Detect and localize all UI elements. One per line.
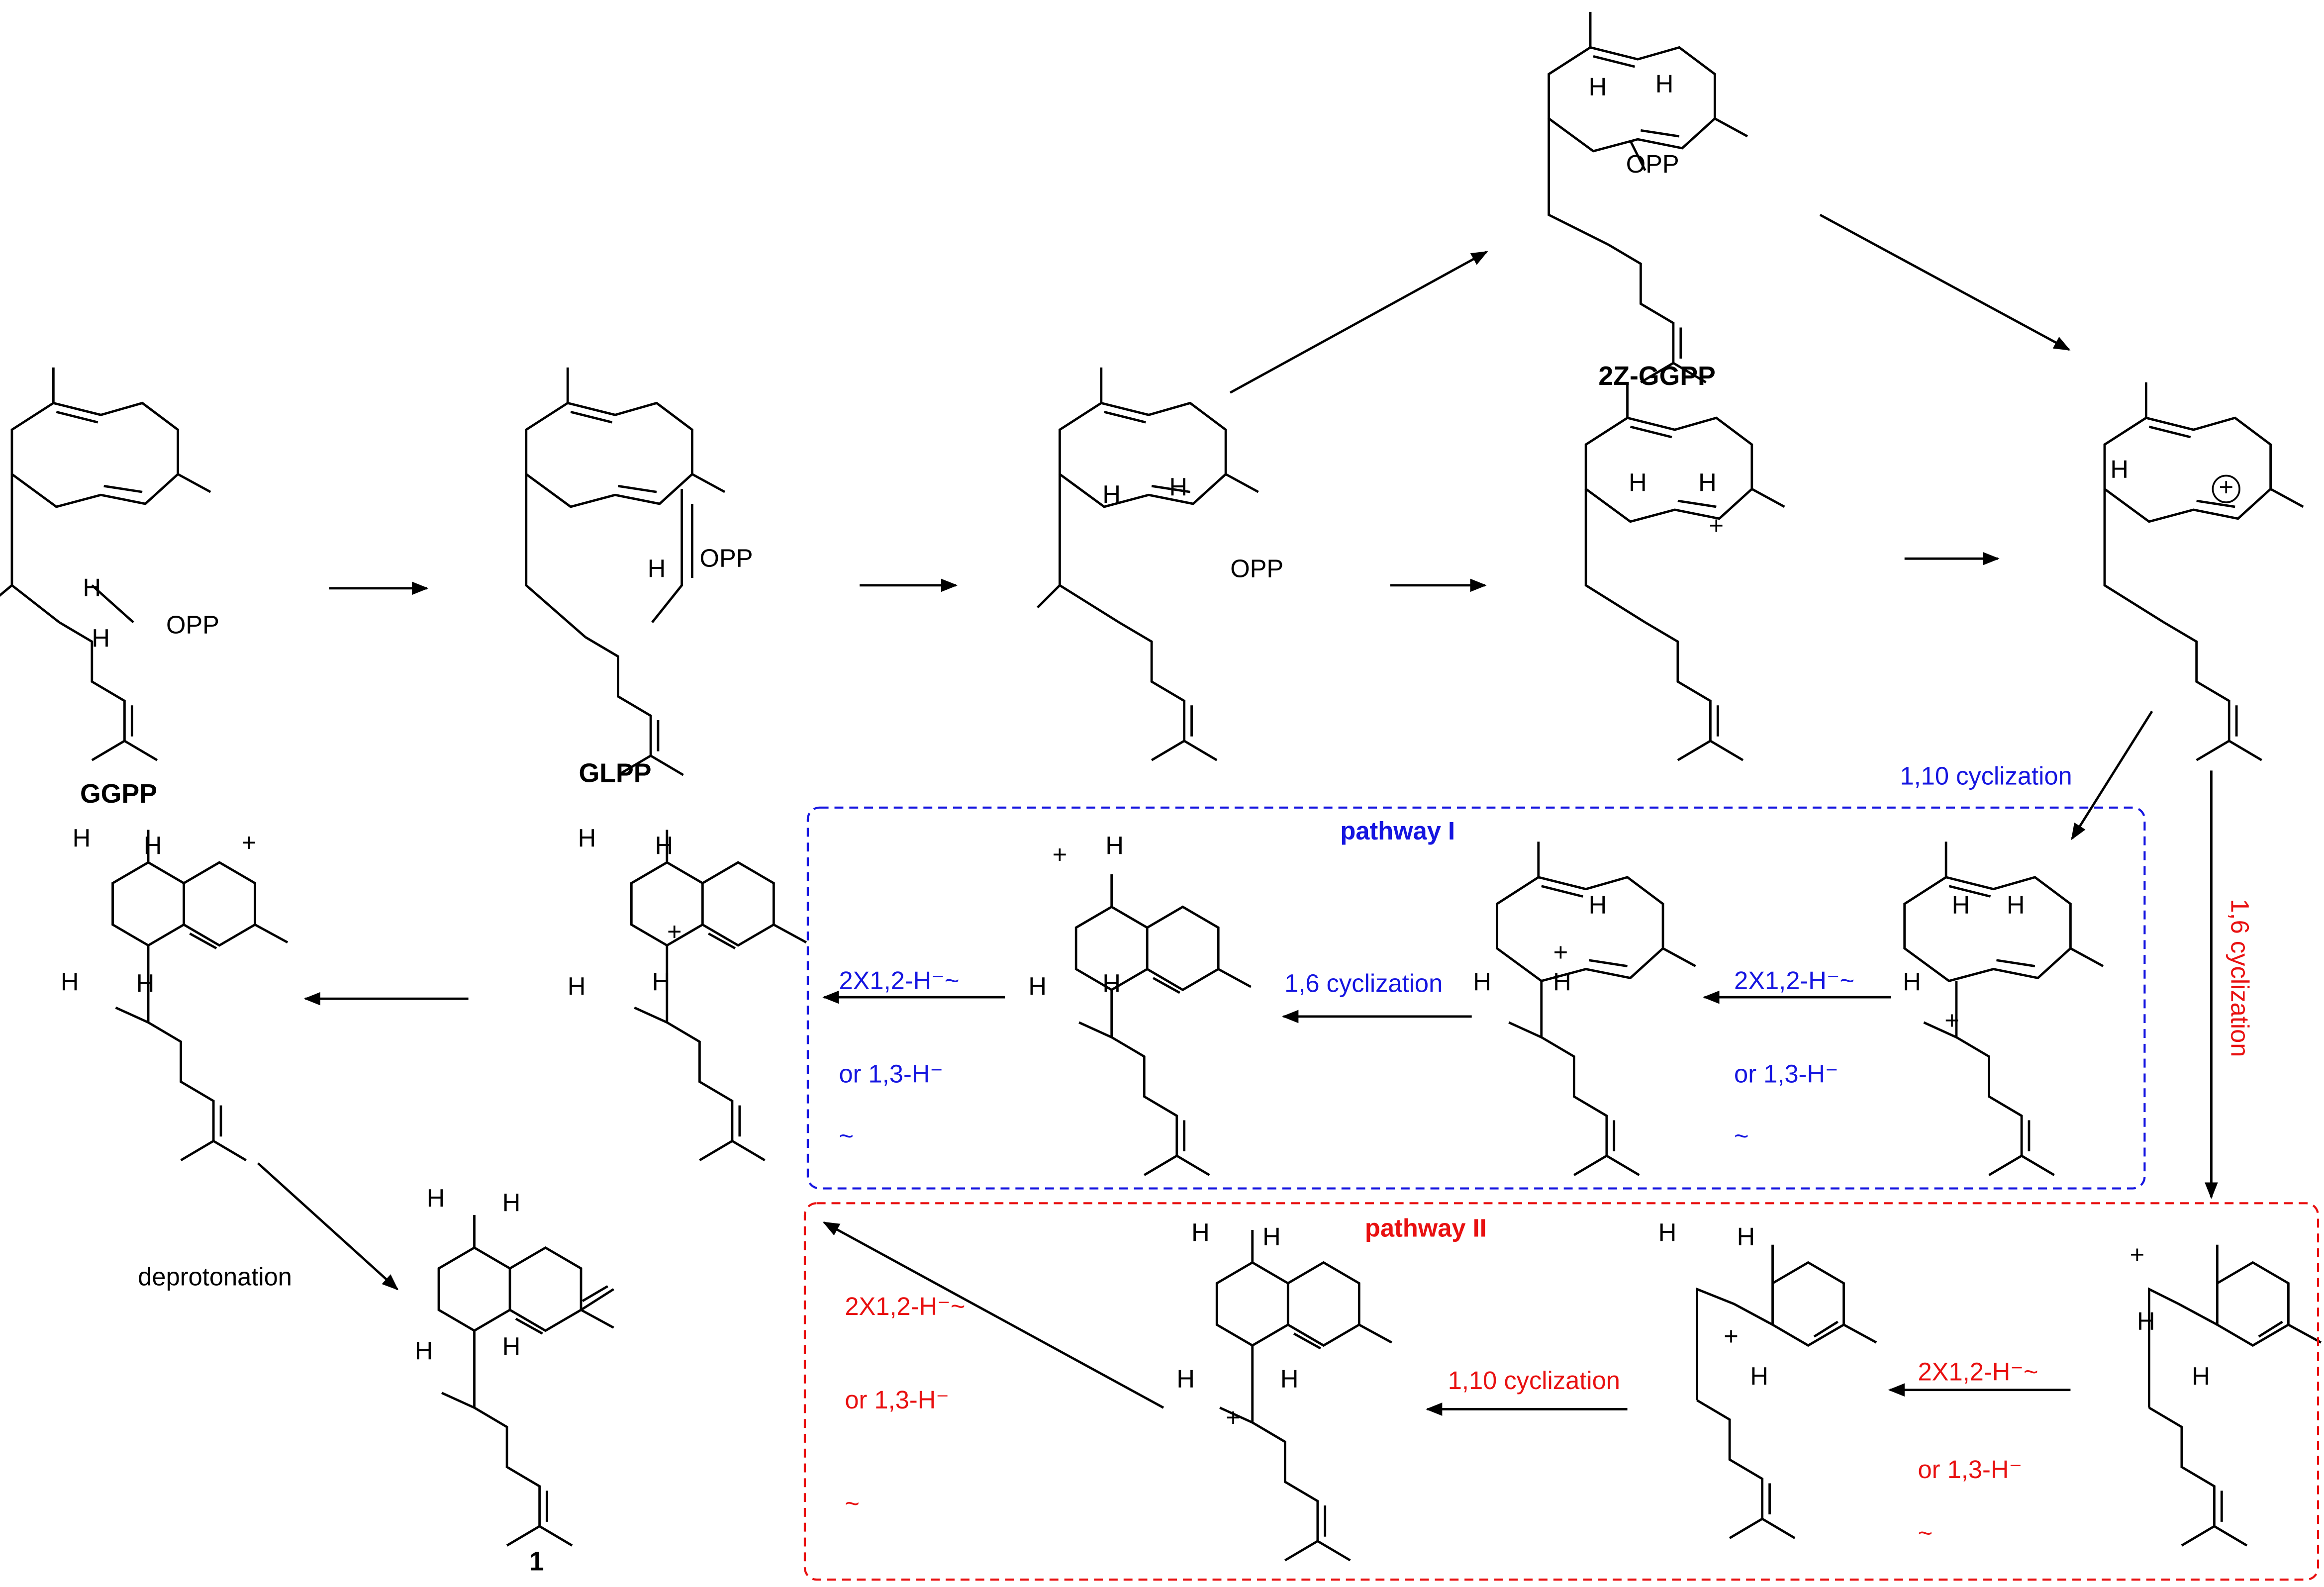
atom-label: H <box>73 824 91 852</box>
compound-name: GLPP <box>579 758 652 788</box>
compound-name: GGPP <box>80 779 157 809</box>
atom-label: + <box>1553 938 1568 966</box>
atom-label: H <box>1102 480 1121 508</box>
atom-label: OPP <box>1230 554 1283 582</box>
step-label: 1,10 cyclization <box>1448 1366 1620 1395</box>
step-label: or 1,3-H⁻ <box>1734 1059 1839 1088</box>
atom-label: H <box>1750 1362 1768 1390</box>
atom-label: + <box>1944 1006 1959 1034</box>
atom-label: H <box>1176 1365 1195 1393</box>
atom-label: H <box>1655 70 1674 98</box>
atom-label: H <box>1473 968 1491 996</box>
atom-label: H <box>1589 73 1607 101</box>
atom-label: + <box>2130 1240 2145 1269</box>
atom-label: H <box>1028 972 1047 1001</box>
atom-label: H <box>1262 1222 1281 1251</box>
atom-label: H <box>1737 1222 1755 1251</box>
annotations: 1,10 cyclization 1,6 cyclization pathway… <box>138 762 2254 1548</box>
atom-label: H <box>1589 891 1607 919</box>
step-label: ~ <box>1918 1519 1933 1547</box>
step-label: deprotonation <box>138 1263 292 1291</box>
step-label: 2X1,2-H⁻~ <box>1918 1357 2038 1386</box>
atom-label: H <box>1629 468 1647 497</box>
atom-label: H <box>568 972 586 1001</box>
atom-label: H <box>1191 1218 1210 1246</box>
compound-names: GGPP GLPP 2Z-GGPP 1 <box>80 361 1716 1577</box>
atom-label: H <box>1553 968 1571 996</box>
atom-label: H <box>652 968 671 996</box>
step-label: 1,6 cyclization <box>2226 899 2254 1057</box>
atom-label: H <box>1952 891 1970 919</box>
atom-label: + <box>667 917 682 945</box>
atom-label: + <box>1709 511 1724 540</box>
step-label: 2X1,2-H⁻~ <box>845 1292 965 1320</box>
atom-label: + <box>2219 473 2233 501</box>
atom-label: OPP <box>166 611 219 639</box>
atom-label: + <box>242 829 257 857</box>
atom-label: OPP <box>700 544 753 572</box>
pathway-title: pathway I <box>1340 817 1455 845</box>
step-label: or 1,3-H⁻ <box>1918 1455 2023 1484</box>
atom-label: H <box>578 824 596 852</box>
atom-label: + <box>1226 1403 1241 1432</box>
step-label: 1,6 cyclization <box>1284 969 1443 998</box>
step-label: ~ <box>839 1122 854 1150</box>
step-label: ~ <box>845 1490 860 1518</box>
atom-label: H <box>502 1189 521 1217</box>
step-label: 2X1,2-H⁻~ <box>839 966 959 995</box>
atom-label: H <box>1280 1365 1299 1393</box>
atom-label: H <box>1903 968 1921 996</box>
atom-label: H <box>655 832 674 860</box>
atom-label: H <box>427 1184 445 1213</box>
structures <box>0 12 2321 1561</box>
atom-label: H <box>1105 832 1124 860</box>
atom-label: H <box>2137 1307 2155 1335</box>
step-label: 1,10 cyclization <box>1900 762 2072 790</box>
atom-labels: H H OPP H OPP H H OPP H H OPP H H + H + … <box>61 70 2233 1432</box>
atom-label: H <box>92 624 110 653</box>
atom-label: H <box>2007 891 2025 919</box>
atom-label: H <box>144 832 162 860</box>
atom-label: H <box>136 969 155 998</box>
atom-label: H <box>1658 1218 1677 1246</box>
atom-label: OPP <box>1626 150 1679 178</box>
atom-label: + <box>1053 840 1067 869</box>
atom-label: + <box>1724 1322 1739 1350</box>
atom-label: H <box>1698 468 1717 497</box>
atom-label: H <box>2110 455 2129 483</box>
atom-label: H <box>415 1337 433 1365</box>
arrows <box>257 213 2320 1581</box>
atom-label: H <box>83 573 101 602</box>
step-label: ~ <box>1734 1122 1749 1150</box>
step-label: or 1,3-H⁻ <box>839 1059 943 1088</box>
atom-label: H <box>1169 473 1187 501</box>
atom-label: H <box>2192 1362 2210 1390</box>
compound-name: 2Z-GGPP <box>1598 361 1715 391</box>
step-label: 2X1,2-H⁻~ <box>1734 966 1854 995</box>
atom-label: H <box>1102 969 1121 998</box>
pathway-title: pathway II <box>1365 1214 1487 1242</box>
atom-label: H <box>502 1332 521 1361</box>
atom-label: H <box>648 554 666 582</box>
step-label: or 1,3-H⁻ <box>845 1386 949 1414</box>
compound-name: 1 <box>529 1547 544 1577</box>
atom-label: H <box>61 968 79 996</box>
